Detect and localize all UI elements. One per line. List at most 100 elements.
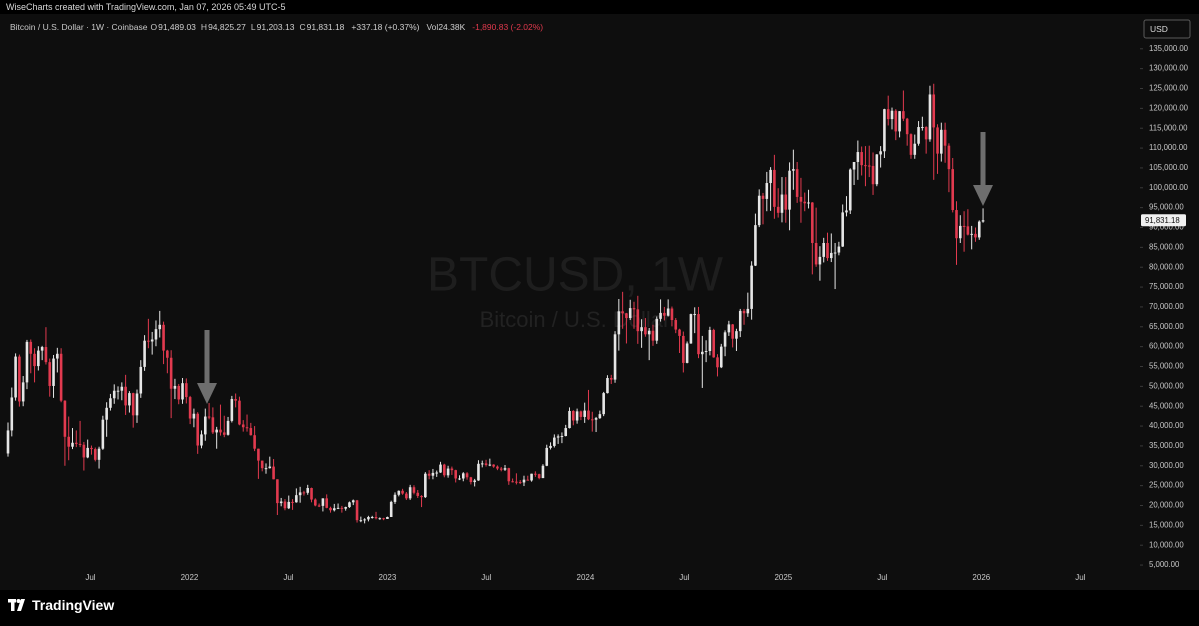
candle-body: [848, 169, 852, 211]
candle-body: [116, 390, 120, 392]
candle-body: [105, 407, 108, 420]
candle-body: [25, 341, 29, 383]
candle-body: [856, 152, 860, 162]
candle-body: [446, 468, 450, 476]
candle-body: [974, 233, 977, 238]
candle-body: [378, 518, 382, 520]
chart-background: [0, 14, 1199, 590]
candle-body: [249, 428, 253, 436]
ohlc-label: L: [250, 22, 256, 32]
y-tick-label: 40,000.00: [1149, 421, 1184, 430]
candle-body: [917, 127, 920, 144]
candle-body: [203, 416, 207, 435]
candle-body: [181, 383, 184, 400]
candle-body: [10, 397, 14, 431]
candle-body: [727, 324, 731, 333]
candle-body: [902, 111, 905, 119]
x-tick-label: 2024: [577, 573, 595, 582]
candle-body: [492, 464, 495, 467]
candle-body: [86, 447, 89, 458]
candle-body: [332, 508, 336, 511]
candle-body: [101, 419, 105, 449]
candle-body: [958, 225, 962, 239]
candle-body: [678, 329, 681, 336]
candle-body: [587, 410, 590, 420]
candle-body: [412, 487, 416, 493]
candle-body: [560, 435, 564, 437]
candle-body: [93, 449, 97, 460]
arrow-head: [197, 383, 217, 404]
candle-body: [936, 127, 939, 154]
candle-body: [750, 265, 753, 309]
candle-body: [226, 420, 230, 435]
candle-body: [63, 400, 67, 437]
ohlc-value: 91,203.13: [256, 22, 295, 32]
candle-body: [473, 480, 476, 483]
candle-body: [499, 468, 503, 470]
candle-body: [780, 194, 784, 213]
last-price-tag: [1141, 214, 1186, 227]
y-tick-label: 55,000.00: [1149, 362, 1184, 371]
candle-body: [537, 474, 541, 479]
candle-body: [386, 517, 389, 519]
indicator: -1,890.83 (-2.02%): [472, 22, 544, 32]
candle-body: [883, 109, 886, 152]
y-tick-label: 30,000.00: [1149, 461, 1184, 470]
candles: [6, 83, 985, 524]
candle-body: [757, 195, 761, 226]
candle-body: [18, 356, 21, 402]
candle-body: [746, 308, 750, 314]
watermark: BTCUSD, 1W: [427, 249, 724, 302]
candle-body: [177, 385, 181, 400]
y-tick-label: 100,000.00: [1149, 183, 1189, 192]
ohlc-label: O: [150, 22, 158, 32]
candle-body: [74, 442, 78, 444]
arrow-shaft: [980, 132, 986, 187]
candle-body: [822, 242, 826, 257]
candle-body: [310, 488, 313, 500]
candle-body: [617, 311, 621, 335]
y-tick-label: 70,000.00: [1149, 302, 1184, 311]
candle-body: [458, 478, 461, 480]
candle-body: [109, 398, 112, 408]
candle-body: [393, 494, 397, 502]
candle-body: [389, 501, 393, 518]
y-tick-label: 125,000.00: [1149, 84, 1189, 93]
candle-body: [82, 444, 86, 458]
y-tick-label: 10,000.00: [1149, 540, 1184, 549]
candle-body: [845, 210, 848, 213]
candle-body: [556, 436, 560, 438]
candle-body: [776, 206, 780, 213]
candle-body: [886, 109, 890, 120]
y-tick-label: 75,000.00: [1149, 282, 1184, 291]
x-tick-label: Jul: [283, 573, 293, 582]
candle-body: [382, 518, 385, 520]
candle-body: [572, 410, 575, 421]
candle-body: [735, 331, 738, 339]
candle-body: [583, 410, 586, 417]
candle-body: [496, 466, 499, 469]
candle-body: [158, 324, 162, 330]
candle-body: [200, 434, 203, 446]
candle-body: [875, 154, 879, 185]
x-tick-label: 2022: [181, 573, 199, 582]
candle-body: [367, 517, 370, 520]
candle-body: [257, 448, 260, 461]
candle-body: [147, 340, 150, 342]
candle-body: [188, 397, 192, 419]
candle-body: [788, 170, 791, 210]
y-tick-label: 120,000.00: [1149, 103, 1189, 112]
candle-body: [701, 351, 704, 355]
candle-body: [370, 517, 374, 519]
candle-body: [48, 362, 52, 386]
annotation-arrow: [197, 330, 217, 404]
candle-body: [344, 507, 347, 509]
candle-body: [829, 252, 833, 259]
y-tick-label: 85,000.00: [1149, 242, 1184, 251]
candle-body: [139, 366, 143, 394]
volume-label: Vol: [426, 22, 439, 32]
candle-body: [511, 481, 514, 483]
candle-body: [253, 435, 256, 449]
